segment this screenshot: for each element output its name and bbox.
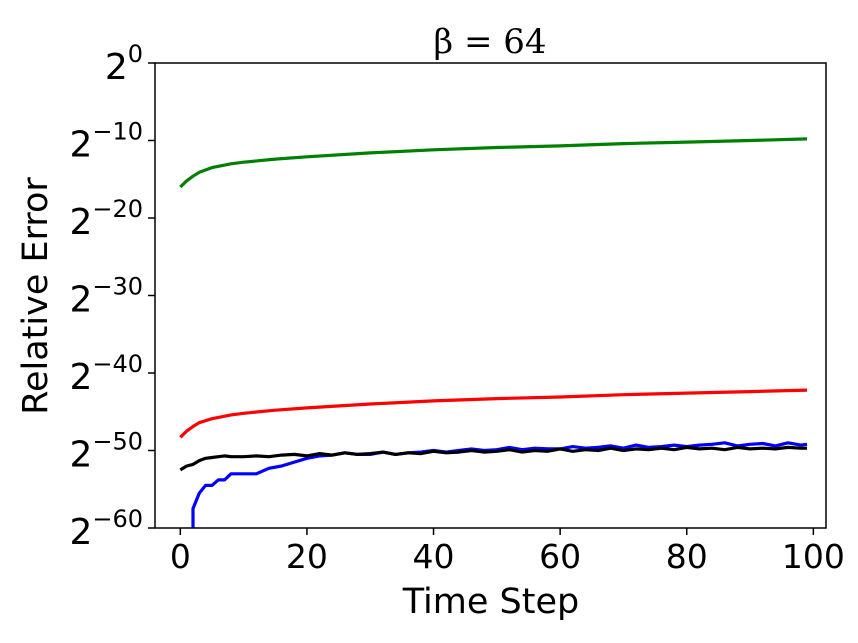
y-tick-exponent: −20 [92,195,143,223]
x-tick-label: 80 [666,537,708,576]
series-line-1 [179,137,808,189]
y-tick-exponent: −50 [92,428,143,456]
x-tick-label: 40 [413,537,455,576]
x-tick-label: 60 [539,537,581,576]
plot-frame [154,62,827,529]
x-tick-label: 20 [286,537,328,576]
y-axis-label: Relative Error [16,177,56,415]
series-line-4 [179,445,807,472]
x-axis-ticks: 0 20 40 60 80 100 [170,528,845,576]
y-tick-exponent: −60 [92,505,143,533]
y-tick-label: 2−30 [69,273,143,321]
y-tick-label: 2−20 [69,195,143,243]
y-tick-exponent: −30 [92,273,143,301]
y-axis-ticks: 20 2−10 2−20 2−30 2−40 2−50 2−60 [69,40,155,553]
y-tick-label: 20 [105,40,143,88]
y-tick-exponent: −40 [92,350,143,378]
x-tick-label: 0 [170,537,191,576]
y-tick-label: 2−60 [69,505,143,553]
chart-title: β = 64 [433,22,546,62]
y-tick-label: 2−40 [69,350,143,398]
x-axis-label: Time Step [402,582,579,622]
y-tick-exponent: 0 [128,40,143,68]
y-tick-label: 2−10 [69,118,143,166]
series-line-2 [179,388,808,439]
y-tick-label: 2−50 [69,428,143,476]
y-tick-exponent: −10 [92,118,143,146]
x-tick-label: 100 [782,537,845,576]
series-layer [179,137,808,528]
